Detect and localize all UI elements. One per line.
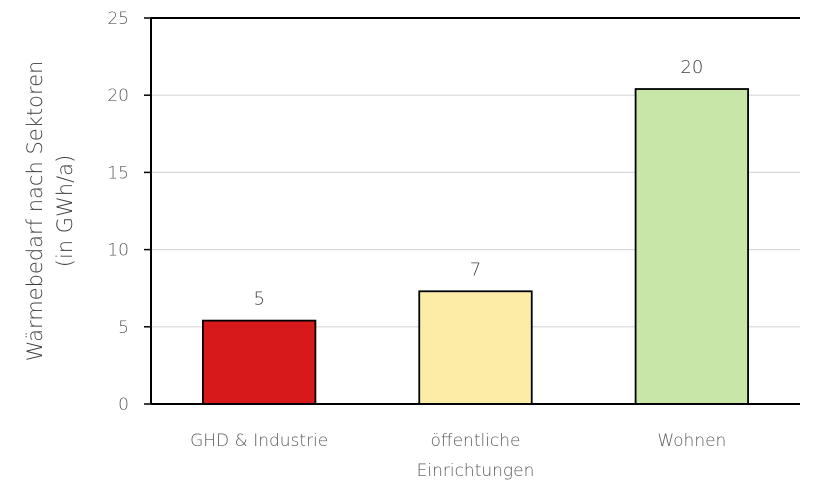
y-tick-label: 20 bbox=[107, 86, 129, 106]
bar bbox=[202, 319, 317, 405]
y-tick-label: 5 bbox=[118, 318, 129, 338]
x-category-label: Wohnen bbox=[657, 431, 726, 451]
bar bbox=[418, 290, 533, 405]
data-label: 5 bbox=[253, 289, 264, 310]
x-axis-categories: GHD & Industrie öffentliche Einrichtungen W… bbox=[190, 431, 726, 481]
y-tick-label: 10 bbox=[107, 241, 129, 261]
y-tick-label: 25 bbox=[107, 9, 129, 29]
data-label: 7 bbox=[470, 259, 481, 280]
y-axis-title: Wärmebedarf nach Sektoren (in GWh/a) bbox=[23, 61, 77, 362]
x-category-label: öffentliche Einrichtungen bbox=[417, 431, 535, 481]
bar bbox=[634, 88, 749, 405]
y-axis-ticks: 0 5 10 15 20 25 bbox=[107, 9, 151, 415]
y-tick-label: 0 bbox=[118, 395, 129, 415]
y-tick-label: 15 bbox=[107, 163, 129, 183]
x-category-label: GHD & Industrie bbox=[190, 431, 328, 451]
bars bbox=[202, 88, 749, 405]
data-label: 20 bbox=[680, 57, 703, 78]
plot-frame bbox=[150, 17, 800, 405]
data-labels: 5 7 20 bbox=[253, 57, 703, 310]
